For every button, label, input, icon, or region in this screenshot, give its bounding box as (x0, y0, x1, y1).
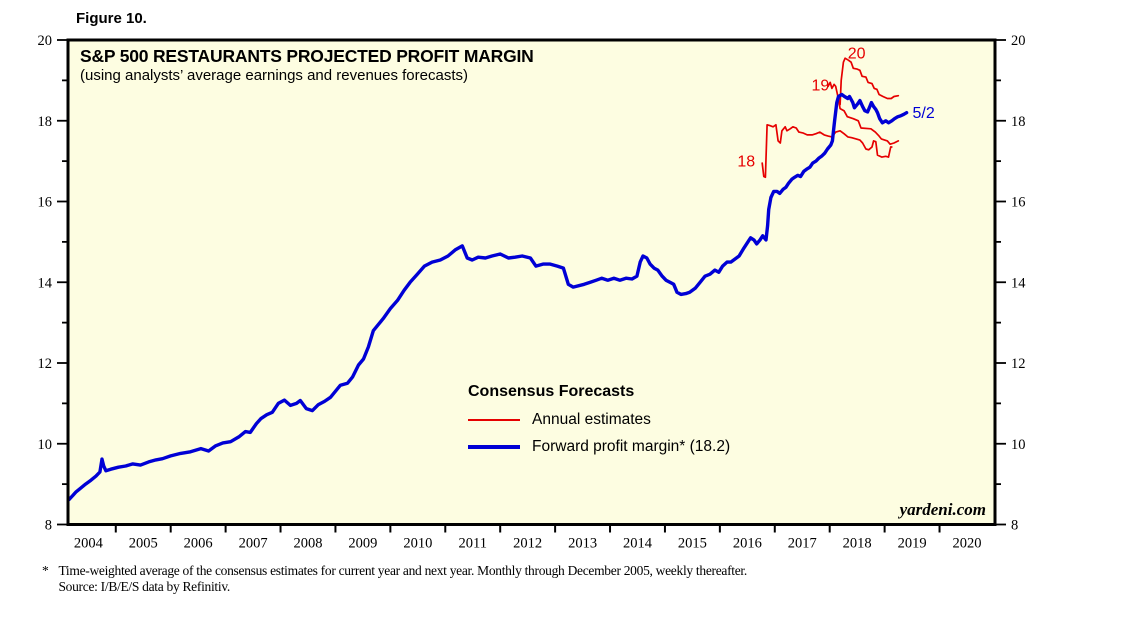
legend-item-label: Annual estimates (532, 411, 651, 428)
x-axis-year-label: 2019 (898, 536, 927, 552)
x-axis-year-label: 2016 (733, 536, 762, 552)
plot-border (66, 38, 997, 526)
annotation-20: 20 (848, 45, 866, 62)
chart-title: S&P 500 RESTAURANTS PROJECTED PROFIT MAR… (80, 46, 534, 66)
x-axis-year-label: 2009 (348, 536, 377, 552)
x-axis-year-label: 2015 (678, 536, 707, 552)
series-annual-estimates-2018 (761, 123, 893, 179)
legend-title: Consensus Forecasts (468, 383, 635, 400)
y-axis-label-left: 16 (38, 195, 53, 211)
y-axis-label-right: 12 (1011, 356, 1026, 372)
annotation-5-2: 5/2 (912, 105, 934, 122)
legend: Consensus Forecasts Annual estimates For… (468, 383, 730, 456)
x-axis-year-label: 2013 (568, 536, 597, 552)
y-axis-label-left: 18 (38, 114, 53, 130)
y-axis-label-left: 20 (38, 33, 53, 49)
x-axis-year-label: 2005 (129, 536, 158, 552)
footnote-line1: Time-weighted average of the consensus e… (58, 563, 747, 578)
y-axis-label-right: 16 (1011, 195, 1026, 211)
series-annual-estimates-2020 (839, 57, 900, 106)
footnote-line2: Source: I/B/E/S data by Refinitiv. (58, 579, 230, 595)
legend-item-annual: Annual estimates (468, 411, 730, 429)
legend-item-label: Forward profit margin* (18.2) (532, 438, 731, 455)
legend-item-forward: Forward profit margin* (18.2) (468, 438, 730, 456)
y-axis-label-right: 8 (1011, 518, 1018, 534)
x-axis-year-label: 2014 (623, 536, 653, 552)
annotation-18: 18 (737, 154, 755, 171)
annotation-19: 19 (811, 78, 829, 95)
footnote-marker: * (42, 563, 49, 578)
x-axis-year-label: 2008 (293, 536, 322, 552)
y-axis-label-left: 8 (45, 518, 52, 534)
annual-estimates-line-swatch (468, 419, 520, 421)
series-forward-profit-margin (67, 92, 909, 502)
x-axis-year-label: 2004 (74, 536, 104, 552)
x-axis-year-label: 2006 (184, 536, 213, 552)
y-axis-label-left: 12 (38, 356, 53, 372)
x-axis-year-label: 2017 (788, 536, 817, 552)
x-axis-ticks: 2004 2005 2006 2007 2008 2009 2010 2011 2012 2013… (74, 524, 981, 552)
figure-label: Figure 10. (76, 10, 147, 27)
x-axis-year-label: 2018 (843, 536, 872, 552)
forward-margin-line-swatch (468, 445, 520, 449)
chart-subtitle: (using analysts’ average earnings and re… (80, 67, 468, 84)
x-axis-year-label: 2010 (403, 536, 432, 552)
x-axis-year-label: 2011 (459, 536, 487, 552)
watermark: yardeni.com (899, 500, 986, 519)
series-annual-estimates-2019 (827, 81, 900, 146)
y-axis-label-right: 14 (1011, 275, 1026, 291)
x-axis-year-label: 2007 (239, 536, 268, 552)
x-axis-year-label: 2020 (952, 536, 981, 552)
y-axis-ticks: 8 8 10 10 12 12 14 14 16 16 18 18 20 20 (38, 33, 1027, 534)
y-axis-label-right: 20 (1011, 33, 1026, 49)
y-axis-label-right: 10 (1011, 437, 1026, 453)
series-group (67, 57, 909, 502)
footnote: * Time-weighted average of the consensus… (42, 563, 747, 596)
y-axis-label-right: 18 (1011, 114, 1026, 130)
y-axis-label-left: 10 (38, 437, 53, 453)
x-axis-year-label: 2012 (513, 536, 542, 552)
y-axis-label-left: 14 (38, 275, 53, 291)
